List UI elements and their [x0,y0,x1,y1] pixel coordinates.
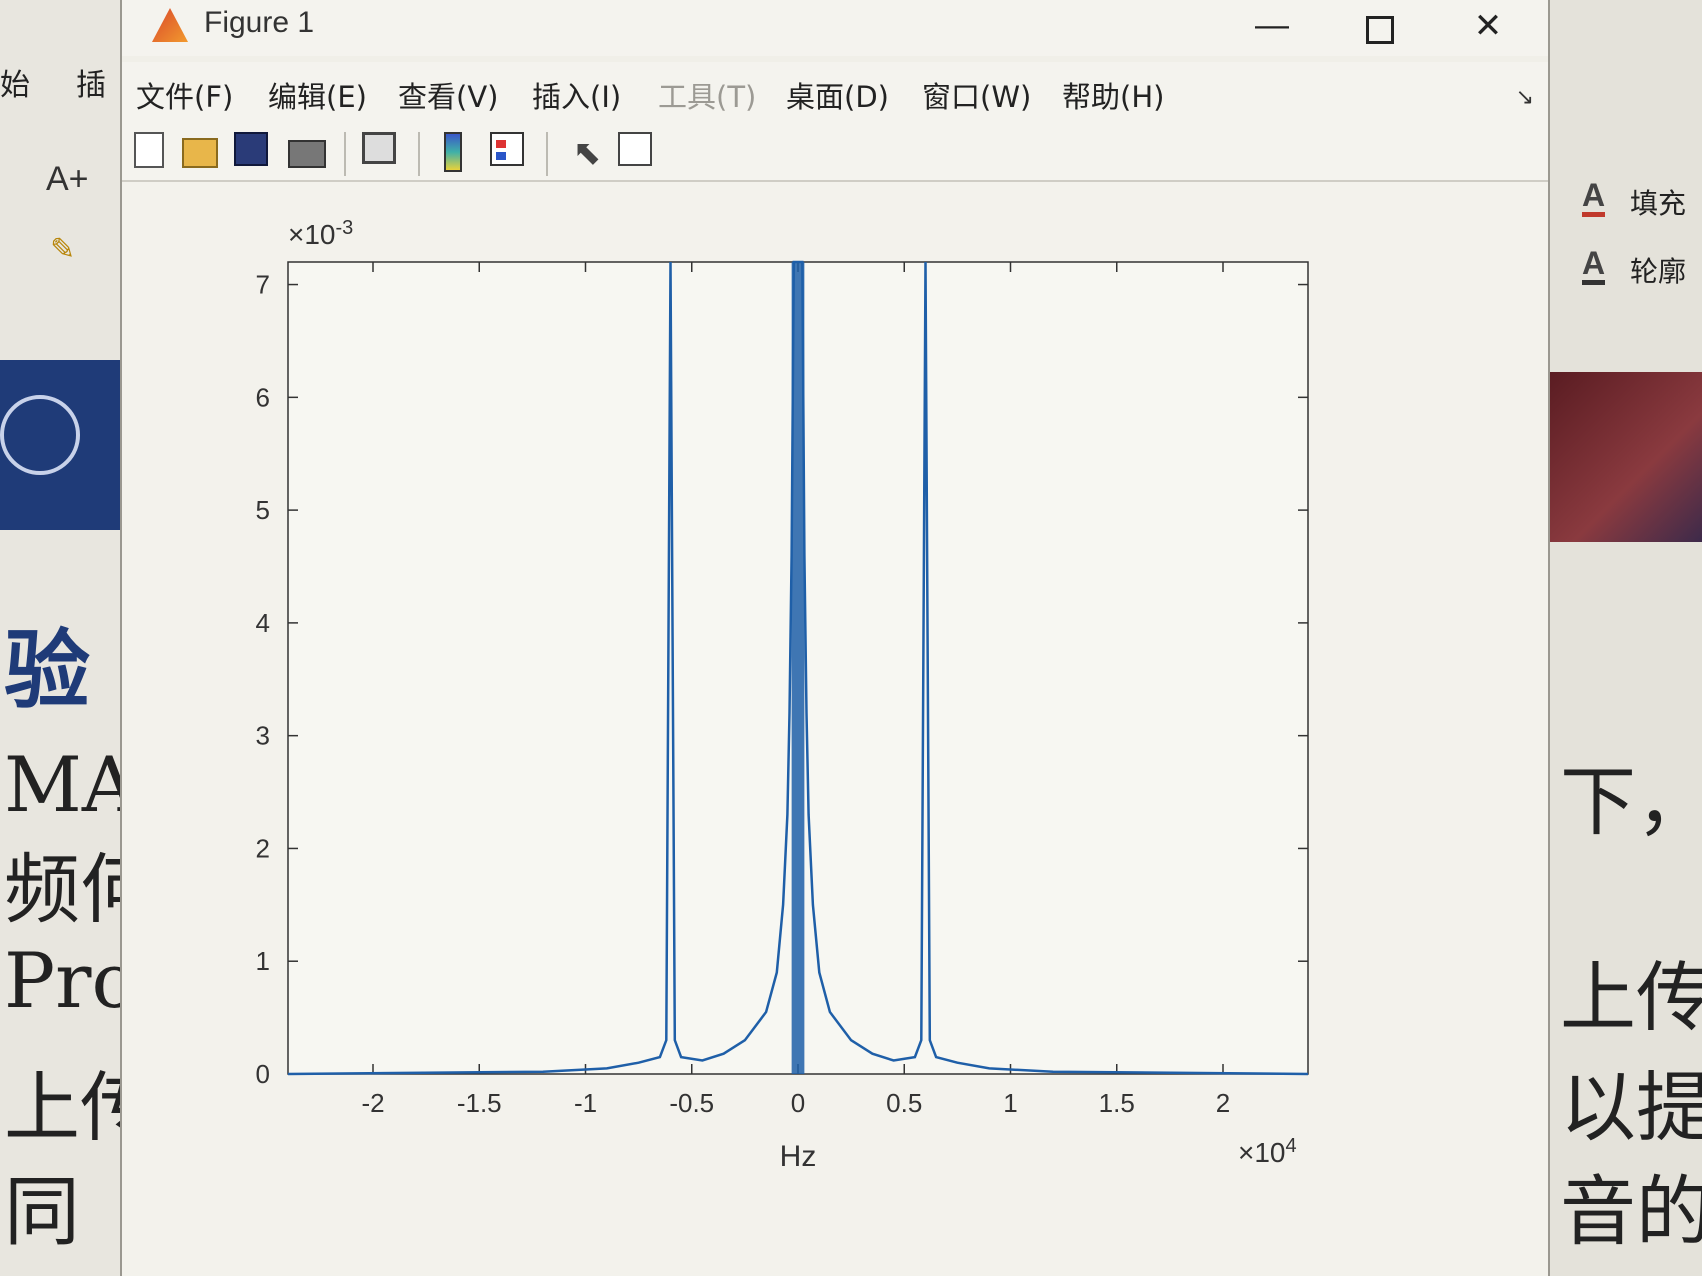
document-text-line: 上传 [4,1063,130,1152]
x-tick-label: -1.5 [457,1088,502,1118]
x-axis-multiplier: ×104 [1238,1135,1297,1168]
menu-view[interactable]: 查看(V) [398,80,499,114]
university-seal-logo [0,395,80,475]
document-text-line: 下， [1560,757,1702,846]
edit-plot-icon[interactable]: ⬉ [572,134,602,172]
open-file-icon[interactable] [182,138,218,168]
property-inspector-icon[interactable] [618,132,652,166]
save-icon[interactable] [234,132,268,166]
menu-desktop[interactable]: 桌面(D) [786,80,889,114]
document-text-line: MAT [4,740,130,829]
document-photo [1550,372,1702,542]
menu-help[interactable]: 帮助(H) [1062,80,1165,114]
x-tick-label: 2 [1216,1088,1230,1118]
y-tick-label: 6 [256,382,270,412]
toolbar-separator [344,132,346,176]
y-tick-label: 2 [256,833,270,863]
highlighter-icon[interactable]: ✎ [50,233,76,266]
spectrum-center-band [791,262,805,1074]
maximize-button[interactable] [1350,6,1410,53]
x-tick-label: 0 [791,1088,805,1118]
figure-toolbar: ⬉ [122,124,1548,182]
text-fill-icon[interactable]: A [1582,178,1606,217]
document-text-line: 音的 [1560,1167,1702,1256]
text-outline-icon[interactable]: A [1582,246,1606,285]
x-tick-label: -2 [361,1088,384,1118]
print-icon[interactable] [288,140,326,168]
new-figure-icon[interactable] [134,132,164,168]
x-axis-label: Hz [780,1140,817,1173]
document-heading-fragment: 验 [4,620,90,721]
y-tick-label: 7 [256,270,270,300]
close-button[interactable]: ✕ [1473,7,1503,45]
link-plot-icon[interactable] [362,132,396,164]
menu-insert[interactable]: 插入(I) [532,80,622,114]
text-outline-label[interactable]: 轮廓 [1630,255,1687,288]
background-document-right: A 填充 A 轮廓 下， 上传 以提 音的 [1550,0,1702,1276]
maximize-icon [1366,16,1394,44]
menu-file[interactable]: 文件(F) [136,80,234,114]
toolbar-separator [418,132,420,176]
text-fill-label[interactable]: 填充 [1630,187,1687,220]
toolbar-separator [546,132,548,176]
window-title: Figure 1 [204,6,315,39]
legend-icon[interactable] [490,132,524,166]
document-text-line: 频何 [4,845,130,934]
background-document-left: 始 插 A+ ✎ 验 MAT 频何 Pro 上传 同 [0,0,130,1276]
ribbon-tab-insert[interactable]: 插 [76,68,106,103]
x-tick-label: 0.5 [886,1088,922,1118]
document-text-line: 同 [4,1167,80,1256]
figure-canvas: -2 -1.5 -1 -0.5 0 0.5 1 1.5 2 0 1 2 3 4 5 6 7 ×10-3 ×104 Hz [122,182,1548,1276]
y-tick-label: 3 [256,721,270,751]
y-tick-label: 4 [256,608,270,638]
ribbon-tab-start[interactable]: 始 [0,68,30,103]
x-tick-label: 1 [1003,1088,1017,1118]
spectrum-plot[interactable]: -2 -1.5 -1 -0.5 0 0.5 1 1.5 2 0 1 2 3 4 5 6 7 ×10-3 ×104 Hz [122,182,1548,1276]
matlab-logo-icon [152,8,188,42]
x-tick-label: 1.5 [1099,1088,1135,1118]
menu-edit[interactable]: 编辑(E) [268,80,367,114]
colorbar-icon[interactable] [444,132,462,172]
title-bar[interactable]: Figure 1 — ✕ [122,0,1548,56]
menu-tools[interactable]: 工具(T) [658,80,757,114]
menu-bar: 文件(F) 编辑(E) 查看(V) 插入(I) 工具(T) 桌面(D) 窗口(W… [122,62,1548,124]
document-text-line: 以提 [1560,1063,1702,1152]
document-text-line: Pro [4,936,130,1025]
y-axis-multiplier: ×10-3 [288,217,353,250]
y-tick-label: 0 [256,1059,270,1089]
figure-window: Figure 1 — ✕ 文件(F) 编辑(E) 查看(V) 插入(I) 工具(… [120,0,1550,1276]
document-text-line: 上传 [1560,953,1702,1042]
x-tick-label: -0.5 [669,1088,714,1118]
dock-figure-icon[interactable]: ↘ [1515,84,1534,109]
minimize-button[interactable]: — [1255,6,1289,44]
y-tick-label: 5 [256,495,270,525]
y-tick-label: 1 [256,946,270,976]
x-tick-label: -1 [574,1088,597,1118]
menu-window[interactable]: 窗口(W) [922,80,1032,114]
font-size-increase-icon[interactable]: A+ [46,160,89,198]
